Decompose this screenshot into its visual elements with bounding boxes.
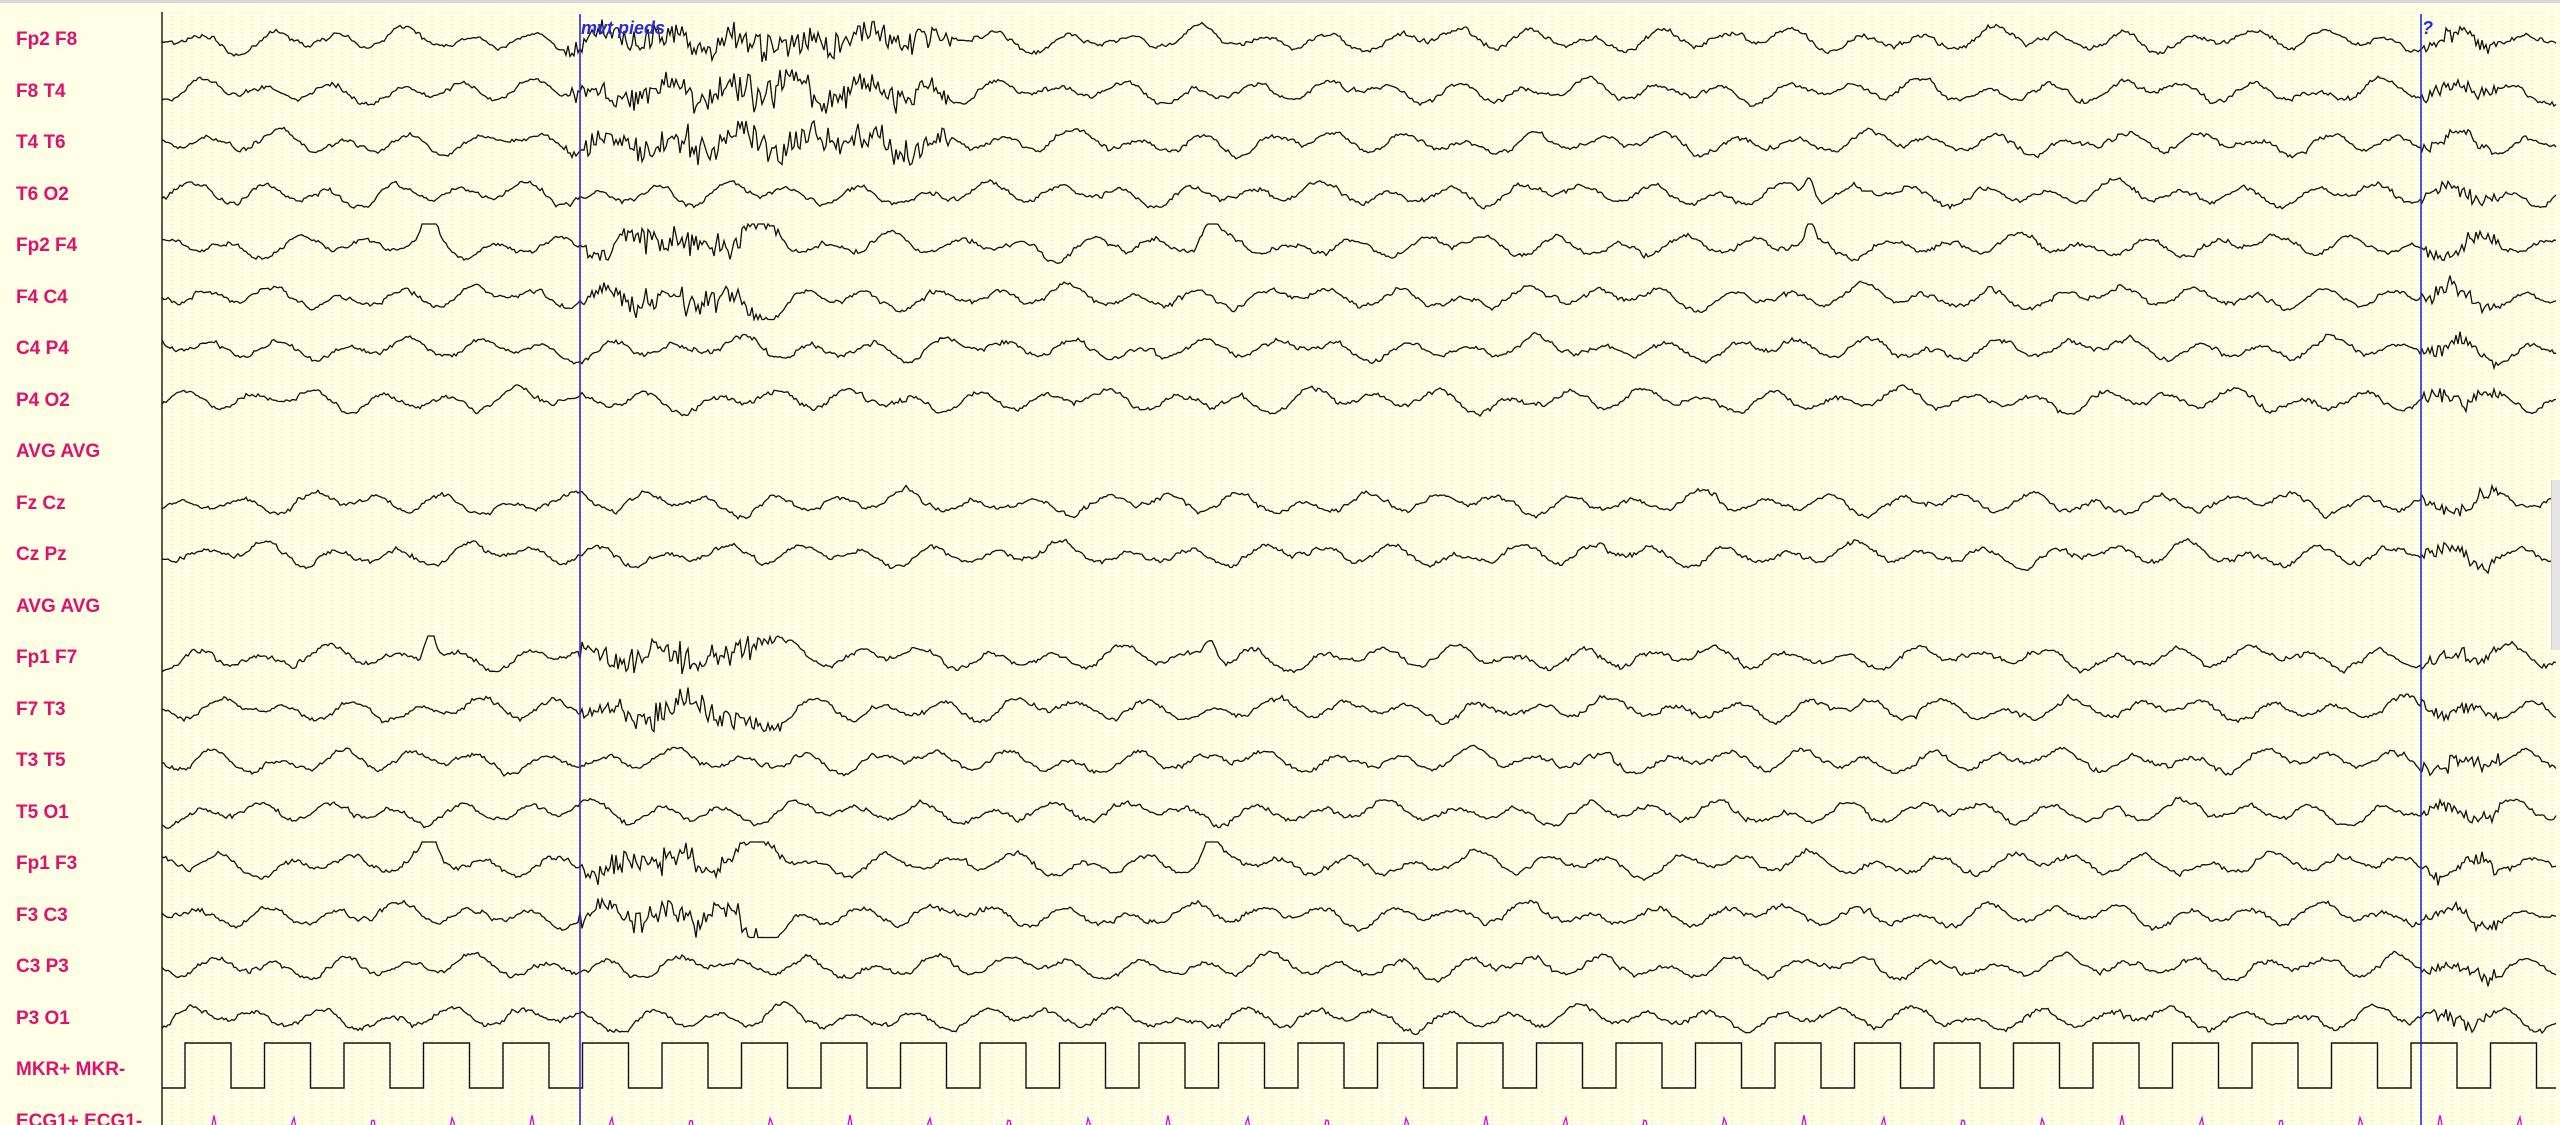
channel-label[interactable]: F8 T4 [16, 80, 66, 102]
eeg-trace [161, 687, 2557, 733]
channel-label[interactable]: MKR+ MKR- [16, 1059, 126, 1080]
eeg-trace [161, 537, 2557, 575]
time-grid [171, 12, 2553, 1125]
eeg-trace [161, 1000, 2557, 1036]
channel-label[interactable]: F3 C3 [16, 904, 68, 926]
eeg-trace [161, 19, 2557, 63]
channel-label[interactable]: P4 O2 [16, 389, 70, 411]
window-top-border [0, 0, 2560, 3]
event-marker-label[interactable]: ? [2422, 18, 2433, 38]
channel-label[interactable]: F4 C4 [16, 286, 68, 308]
channel-label[interactable]: F7 T3 [16, 698, 66, 720]
eeg-trace [161, 275, 2557, 322]
channel-label[interactable]: T3 T5 [16, 750, 66, 771]
eeg-trace [161, 177, 2557, 210]
eeg-trace [161, 796, 2557, 829]
eeg-trace [161, 222, 2557, 264]
eeg-trace [161, 384, 2557, 417]
channel-label[interactable]: T4 T6 [16, 132, 66, 153]
eeg-trace [161, 119, 2557, 167]
channel-label[interactable]: C4 P4 [16, 338, 69, 359]
eeg-trace [161, 840, 2557, 886]
eeg-trace [161, 483, 2557, 520]
event-marker-label[interactable]: mvt pieds [581, 18, 665, 38]
vertical-scrollbar[interactable] [2551, 480, 2560, 650]
channel-label[interactable]: T5 O1 [16, 801, 69, 823]
channel-label[interactable]: T6 O2 [16, 183, 69, 205]
channel-label[interactable]: P3 O1 [16, 1007, 70, 1029]
channel-label[interactable]: Fp2 F4 [16, 235, 78, 256]
eeg-trace [161, 950, 2557, 987]
channel-label[interactable]: AVG AVG [16, 595, 101, 617]
channel-label[interactable]: Fp1 F3 [16, 853, 78, 874]
channel-label[interactable]: ECG1+ ECG1- [16, 1110, 143, 1125]
eeg-trace [161, 331, 2556, 371]
channel-label[interactable]: C3 P3 [16, 956, 69, 977]
marker-square-trace [162, 1042, 2556, 1089]
channel-labels-panel: Fp2 F8 F8 T4 T4 T6 T6 O2 Fp2 F4 F4 C4 C4 P4 P4 … [0, 0, 160, 1125]
channel-label[interactable]: AVG AVG [16, 441, 101, 462]
eeg-trace [161, 896, 2557, 939]
eeg-trace [161, 634, 2557, 675]
channel-label[interactable]: Fp1 F7 [16, 647, 78, 668]
ecg-trace [211, 1114, 2523, 1125]
eeg-trace [161, 744, 2557, 777]
channel-label[interactable]: Fz Cz [16, 492, 66, 514]
channel-label[interactable]: Fp2 F8 [16, 29, 78, 50]
eeg-trace [161, 69, 2557, 114]
channel-label[interactable]: Cz Pz [16, 544, 67, 565]
